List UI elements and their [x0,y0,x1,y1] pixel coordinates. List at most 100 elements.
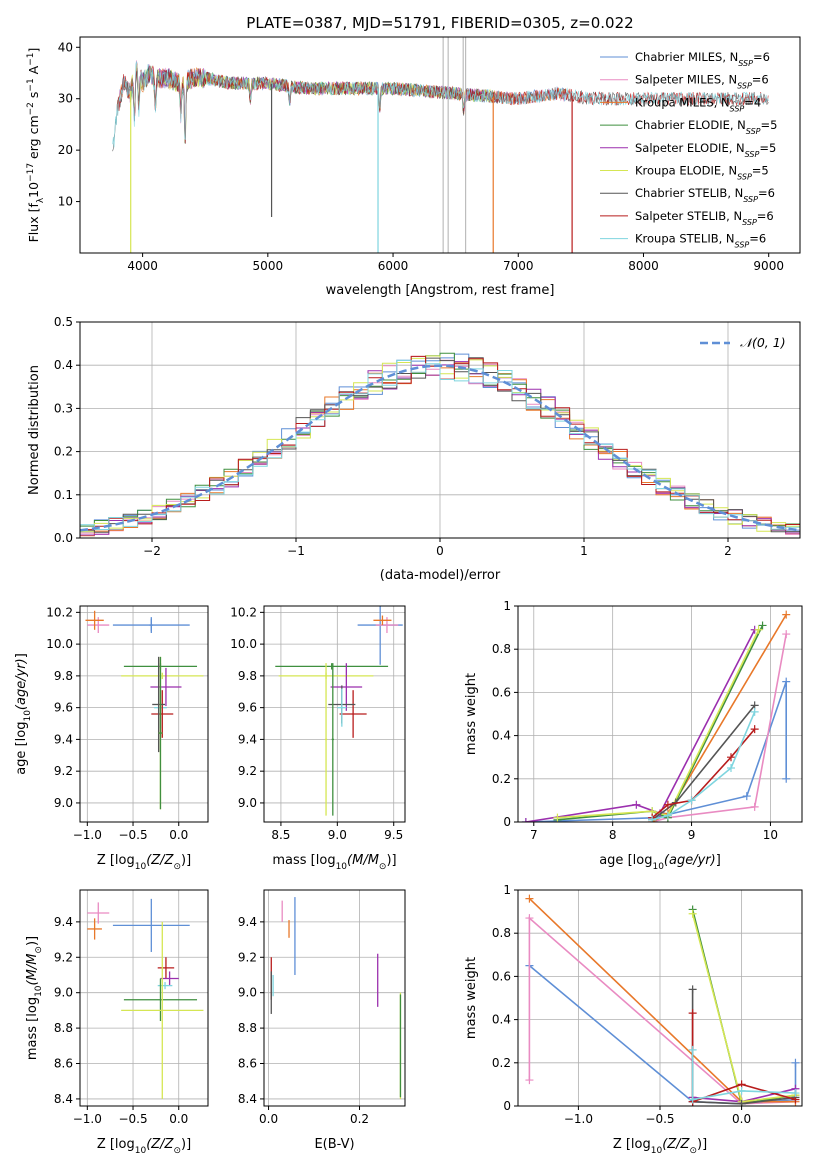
residuals-histogram-kroupa-stelib [80,359,800,530]
mass_weight_vs_age-ytick-label: 0 [503,815,511,829]
age_vs_z-frame [79,605,209,823]
spectrum-legend-label: Chabrier STELIB, NSSP=6 [635,186,775,204]
age_vs_z-xlabel: Z [log10(Z/Z⊙)] [97,853,191,872]
mass_weight_vs_age-series-line [525,681,788,822]
mass_weight_vs_age-point-marker [648,815,657,822]
mass_weight_vs_age-series-line [651,633,787,822]
age_vs_z-ytick-label: 9.8 [54,669,73,683]
age_vs_z-ytick-label: 10.0 [46,637,73,651]
age_vs_mass-plot-area [264,606,405,822]
age_vs_mass-ytick-label: 10.2 [230,605,257,619]
age_vs_z-ylabel: age [log10(age/yr)] [14,653,33,775]
age_vs_mass-frame [263,605,406,823]
residuals-xtick-label: 0 [436,544,444,558]
age_vs_z-xtick-label: −0.5 [118,828,147,842]
mass_vs_ebv-xtick-label: 0.2 [350,1112,369,1126]
age_vs_z-ytick-label: 9.2 [54,764,73,778]
age_vs_mass-ytick-label: 9.2 [238,764,257,778]
mass_weight_vs_age-ytick-label: 0.6 [492,685,511,699]
mass_vs_z-ytick-label: 9.2 [54,950,73,964]
mass_weight_vs_z-xtick-label: 0.0 [732,1112,751,1126]
mass_weight_vs_age-plot-area [518,606,802,822]
residuals-ylabel: Normed distribution [27,365,42,495]
mass_vs_ebv-xtick-label: 0.0 [259,1112,278,1126]
mass_weight_vs_z-xtick-label: −1.0 [564,1112,593,1126]
mass_vs_z-ytick-label: 8.6 [54,1057,73,1071]
mass_vs_ebv-plot-area [264,890,405,1106]
mass_weight_vs_age-xtick-label: 10 [763,828,778,842]
residuals-ytick-label: 0.0 [54,531,73,545]
spectrum-xtick-label: 7000 [503,259,534,273]
spectrum-xtick-label: 6000 [378,259,409,273]
mass_weight_vs_age-ylabel: mass weight [464,673,479,755]
spectrum-ytick-label: 40 [58,40,73,54]
residuals-legend-label: 𝒩(0, 1) [740,335,786,350]
residuals-ytick-label: 0.5 [54,315,73,329]
age_vs_z-ytick-label: 9.4 [54,732,73,746]
mass_weight_vs_z-xtick-label: −0.5 [645,1112,674,1126]
panel-residuals: −2 −1 0 1 2 0.0 0.1 0.2 0.3 0.4 0.5 𝒩(0, 1) (data-mo… [27,315,801,583]
residuals-normal-curve [80,364,800,532]
mass_vs_ebv-ytick-label: 8.8 [238,1021,257,1035]
spectrum-xtick-label: 8000 [628,259,659,273]
mass_weight_vs_z-point-marker [688,1045,697,1054]
mass_weight_vs_z-series-line [691,989,796,1105]
mass_vs_ebv-xlabel: E(B-V) [314,1137,354,1152]
spectrum-legend-label: Kroupa STELIB, NSSP=6 [635,232,766,250]
spectrum-legend-label: Kroupa ELODIE, NSSP=5 [635,164,769,182]
mass_vs_z-xlabel: Z [log10(Z/Z⊙)] [97,1137,191,1156]
mass_weight_vs_z-point-marker [688,985,697,994]
age_vs_z-ytick-label: 9.6 [54,701,73,715]
mass_weight_vs_z-point-marker [737,1086,746,1095]
spectrum-xtick-label: 9000 [753,259,784,273]
mass_weight_vs_age-point-marker [553,813,562,822]
age_vs_z-plot-area [80,606,208,822]
spectrum-xlabel: wavelength [Angstrom, rest frame] [326,283,555,298]
residuals-ytick-label: 0.2 [54,445,73,459]
mass_weight_vs_z-point-marker [791,1089,800,1098]
mass_weight_vs_age-xtick-label: 9 [688,828,696,842]
mass_weight_vs_age-point-marker [521,818,530,822]
spectrum-ytick-label: 30 [58,92,73,106]
spectrum-legend-label: Salpeter STELIB, NSSP=6 [635,209,774,227]
age_vs_mass-xlabel: mass [log10(M/M⊙)] [272,853,396,872]
mass_weight_vs_z-ytick-label: 0.6 [492,969,511,983]
spectrum-ylabel: Flux [fλ10−17 erg cm−2 s−1 A−1] [26,48,46,243]
mass_weight_vs_z-ytick-label: 0 [503,1099,511,1113]
mass_weight_vs_age-series-line [557,629,760,819]
residuals-xtick-label: −2 [143,544,161,558]
mass_weight_vs_age-point-marker [782,774,791,783]
mass_vs_z-ytick-label: 9.4 [54,915,73,929]
spectrum-ytick-label: 20 [58,143,73,157]
spectrum-series-line [112,65,769,152]
mass_weight_vs_z-ytick-label: 1 [503,883,511,897]
mass_weight_vs_age-point-marker [758,621,767,630]
mass_weight_vs_age-point-marker [750,707,759,716]
mass_vs_ebv-ytick-label: 9.2 [238,950,257,964]
mass_vs_z-ytick-label: 8.8 [54,1021,73,1035]
age_vs_mass-xtick-label: 8.5 [271,828,290,842]
mass_weight_vs_z-point-marker [688,1095,697,1104]
mass_weight_vs_z-point-marker [688,909,697,918]
age_vs_z-xtick-label: 0.0 [169,828,188,842]
spectrum-frame [79,36,801,254]
residuals-legend: 𝒩(0, 1) [700,335,786,350]
mass_weight_vs_age-xtick-label: 7 [530,828,538,842]
mass_weight_vs_age-point-marker [742,792,751,801]
mass_weight_vs_age-point-marker [727,764,735,772]
spectrum-plot-area [112,37,769,253]
residuals-ytick-label: 0.4 [54,358,73,372]
mass_weight_vs_z-point-marker [525,1076,534,1085]
mass_vs_z-plot-area [80,890,208,1106]
mass_weight_vs_age-point-marker [632,800,641,809]
spectrum-xtick-label: 4000 [127,259,158,273]
panel-age_vs_z: −1.0 −0.5 0.0 9.0 9.2 9.4 9.6 9.8 10.0 10.2 Z [log… [14,605,209,872]
mass_vs_z-ylabel: mass [log10(M/M⊙)] [25,936,44,1060]
mass_weight_vs_z-ylabel: mass weight [464,957,479,1039]
residuals-xlabel: (data-model)/error [380,568,501,583]
mass_vs_z-xtick-label: −0.5 [118,1112,147,1126]
mass_vs_ebv-ytick-label: 9.4 [238,915,257,929]
mass_weight_vs_z-series-line [691,1013,796,1103]
age_vs_mass-ytick-label: 9.4 [238,732,257,746]
age_vs_mass-ytick-label: 9.6 [238,701,257,715]
